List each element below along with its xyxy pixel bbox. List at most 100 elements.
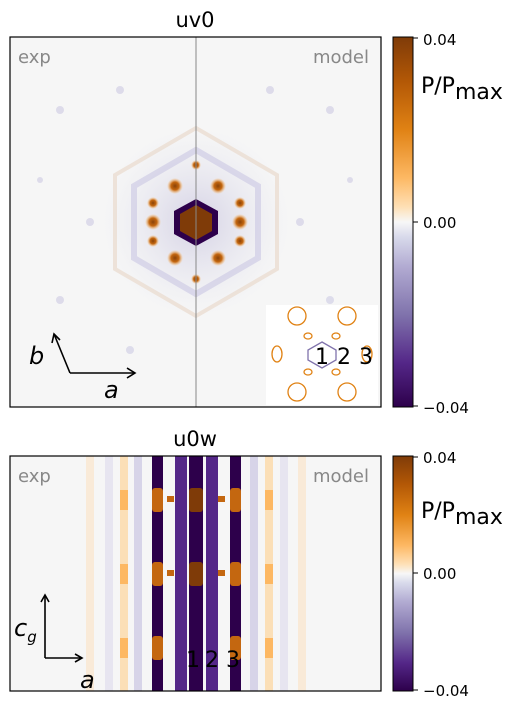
bottom-lattice-axes (40, 593, 84, 663)
speckle (86, 218, 94, 226)
band-blob (265, 490, 273, 510)
speckle (347, 177, 353, 183)
bottom-inset-label-2: 2 (205, 648, 219, 673)
top-colorbar (392, 36, 414, 408)
bottom-panel-title: u0w (173, 427, 217, 451)
bottom-heatmap (86, 456, 306, 691)
bottom-axis-c-label-main: c (14, 614, 27, 642)
bottom-colorbar-tick-label-zero: 0.00 (423, 565, 456, 583)
top-panel: uv0 (9, 8, 503, 417)
top-axis-a-label: a (104, 376, 119, 404)
bottom-inset-label-3: 3 (226, 648, 240, 673)
bottom-panel: u0w (9, 427, 503, 700)
bottom-axis-a-arrowhead (74, 653, 84, 663)
peak (210, 178, 226, 194)
inset-contour (303, 332, 313, 340)
band-blob (152, 488, 163, 512)
bottom-colorbar-label-main: P/P (421, 499, 455, 524)
inset-contour-purple (307, 341, 337, 369)
bottom-colorbar-tick-label-min: −0.04 (423, 682, 469, 700)
top-inset-label-3: 3 (359, 345, 373, 370)
peak (167, 178, 183, 194)
top-inset-label-1: 1 (315, 345, 329, 370)
peak (145, 214, 161, 230)
inset-contour (287, 382, 307, 402)
speckle (296, 218, 304, 226)
bottom-axis-c-label-sub: g (27, 628, 37, 646)
top-inset-background (266, 305, 378, 405)
bottom-axis-c-arrowhead (40, 593, 50, 603)
bottom-colorbar (392, 455, 414, 692)
inset-contour (287, 306, 307, 326)
inset-contour (303, 368, 313, 376)
peak (147, 197, 159, 209)
bottom-colorbar-label: P/Pmax (421, 499, 503, 530)
column (105, 456, 113, 691)
top-colorbar-tick-label-min: −0.04 (423, 399, 469, 417)
bottom-colorbar-label-sub: max (455, 505, 503, 530)
speckle (266, 86, 274, 94)
column (280, 456, 288, 691)
top-axis-b-arrowhead (51, 332, 61, 344)
peak (210, 250, 226, 266)
top-axis-a-arrowhead (126, 367, 137, 379)
band-blob (218, 570, 225, 576)
top-heatmap-frame (9, 36, 382, 408)
speckle (56, 296, 64, 304)
column (206, 456, 218, 691)
speckle (116, 86, 124, 94)
top-axis-b-arrow (53, 333, 71, 374)
column (134, 456, 142, 691)
top-heatmap-speckles (37, 86, 353, 354)
top-colorbar-label-sub: max (455, 80, 503, 105)
band-blob (167, 496, 174, 502)
band-blob (230, 562, 241, 586)
bottom-colorbar-tick-label-max: 0.04 (423, 449, 456, 467)
inset-contour (337, 382, 357, 402)
column (175, 456, 187, 691)
peak (234, 235, 246, 247)
column (250, 456, 258, 691)
inset-contour (337, 306, 357, 326)
column (298, 456, 306, 691)
band-blob (265, 564, 273, 584)
top-inset-contours (271, 306, 373, 402)
bottom-model-label: model (313, 466, 369, 487)
top-colorbar-tick-label-zero: 0.00 (423, 214, 456, 232)
top-colorbar-tick-label-max: 0.04 (423, 31, 456, 49)
column (86, 456, 94, 691)
band-blob (189, 562, 203, 586)
speckle (56, 106, 64, 114)
top-heatmap-peaks (145, 160, 248, 284)
bottom-exp-label: exp (18, 466, 51, 487)
top-lattice-axes (51, 332, 137, 379)
top-colorbar-label: P/Pmax (421, 74, 503, 105)
bottom-axis-a-label: a (80, 666, 95, 694)
band-blob (189, 488, 203, 512)
band-blob (265, 638, 273, 658)
speckle (37, 177, 43, 183)
top-axis-b-label: b (29, 342, 44, 370)
speckle (326, 106, 334, 114)
top-exp-label: exp (18, 47, 51, 68)
top-panel-title: uv0 (175, 8, 214, 32)
band-blob (218, 496, 225, 502)
bottom-heatmap-bands (120, 488, 273, 660)
band-blob (120, 564, 128, 584)
bottom-inset-label-1: 1 (186, 648, 200, 673)
band-blob (230, 636, 241, 660)
band-blob (167, 570, 174, 576)
peak (232, 214, 248, 230)
band-blob (120, 490, 128, 510)
band-blob (120, 638, 128, 658)
top-inset: 1 2 3 (266, 305, 378, 405)
speckle (326, 296, 334, 304)
inset-contour (361, 345, 373, 363)
peak (147, 235, 159, 247)
band-blob (152, 636, 163, 660)
inset-contour (331, 368, 341, 376)
bottom-heatmap-frame (9, 455, 382, 692)
band-blob (230, 488, 241, 512)
top-inset-label-2: 2 (337, 345, 351, 370)
